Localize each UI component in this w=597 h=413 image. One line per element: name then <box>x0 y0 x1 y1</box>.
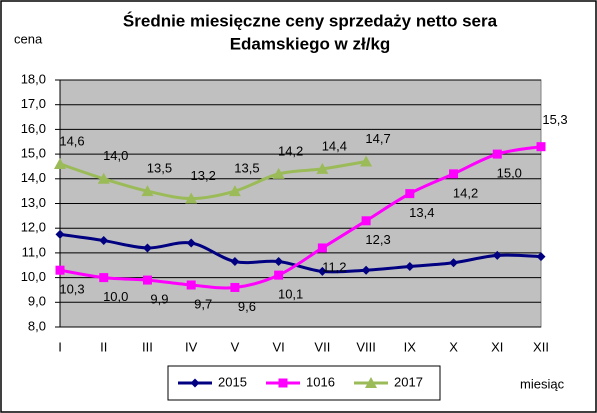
marker <box>405 189 415 199</box>
y-tick-label: 12,0 <box>21 220 46 235</box>
y-axis-label: cena <box>14 31 43 46</box>
marker <box>186 280 196 290</box>
x-tick-label: III <box>142 339 153 354</box>
y-tick-label: 11,0 <box>22 244 46 259</box>
y-tick-label: 17,0 <box>21 96 46 111</box>
marker <box>317 266 327 276</box>
legend-box <box>167 365 441 401</box>
chart-title: Edamskiego w zł/kg <box>230 34 391 53</box>
x-tick-label: XII <box>533 339 549 354</box>
marker <box>360 155 373 167</box>
data-label: 10,1 <box>278 287 303 302</box>
marker <box>405 261 415 271</box>
data-label: 15,0 <box>497 166 522 181</box>
marker <box>536 252 546 262</box>
legend-marker <box>278 378 288 388</box>
chart-title: Średnie miesięczne ceny sprzedaży netto … <box>123 11 498 30</box>
data-label: 14,7 <box>365 131 390 146</box>
x-tick-label: IV <box>185 339 198 354</box>
y-tick-label: 9,0 <box>28 294 46 309</box>
marker <box>316 162 329 174</box>
marker <box>317 243 327 253</box>
marker <box>449 258 459 268</box>
x-tick-label: I <box>58 339 62 354</box>
marker <box>97 172 110 184</box>
data-label: 14,2 <box>278 143 303 158</box>
marker <box>142 275 152 285</box>
data-label: 9,9 <box>150 292 168 307</box>
y-tick-label: 14,0 <box>21 170 46 185</box>
x-tick-label: VI <box>272 339 284 354</box>
marker <box>230 282 240 292</box>
x-tick-label: XI <box>491 339 503 354</box>
data-label: 9,6 <box>238 299 256 314</box>
data-label: 10,0 <box>103 289 128 304</box>
y-tick-label: 10,0 <box>21 269 46 284</box>
marker <box>54 157 66 169</box>
marker <box>228 185 241 197</box>
x-axis-label: miesiąc <box>520 376 565 391</box>
y-tick-label: 16,0 <box>21 121 46 136</box>
data-label: 13,5 <box>234 161 259 176</box>
x-tick-label: X <box>449 339 458 354</box>
data-label: 14,6 <box>59 133 84 148</box>
data-label: 13,2 <box>191 168 216 183</box>
data-label: 10,3 <box>59 282 84 297</box>
data-label: 14,4 <box>322 138 347 153</box>
y-tick-label: 8,0 <box>28 318 46 333</box>
marker <box>272 167 285 179</box>
data-label: 14,2 <box>453 185 478 200</box>
data-label: 12,3 <box>365 232 390 247</box>
data-label: 13,5 <box>147 161 172 176</box>
marker <box>449 169 459 179</box>
x-tick-label: IX <box>404 339 417 354</box>
marker <box>274 270 284 280</box>
legend-marker <box>190 378 200 388</box>
data-label: 14,0 <box>103 148 128 163</box>
marker <box>492 250 502 260</box>
marker <box>274 257 284 267</box>
y-tick-label: 18,0 <box>21 71 46 86</box>
marker <box>536 142 546 152</box>
marker <box>361 265 371 275</box>
legend-label: 2015 <box>218 374 247 389</box>
x-tick-label: V <box>231 339 240 354</box>
marker <box>230 257 240 267</box>
marker <box>141 185 154 197</box>
marker <box>99 236 109 246</box>
legend-label: 1016 <box>306 374 335 389</box>
data-label: 11,2 <box>322 259 346 274</box>
marker <box>186 238 196 248</box>
marker <box>492 149 502 159</box>
x-tick-label: VIII <box>356 339 376 354</box>
marker <box>55 229 65 239</box>
x-tick-label: VII <box>314 339 330 354</box>
data-label: 15,3 <box>542 112 567 127</box>
x-tick-label: II <box>100 339 107 354</box>
data-label: 13,4 <box>409 205 434 220</box>
marker <box>99 273 109 283</box>
marker <box>142 243 152 253</box>
y-tick-label: 13,0 <box>21 195 46 210</box>
marker <box>361 216 371 226</box>
legend-marker <box>365 377 377 388</box>
data-label: 9,7 <box>194 296 212 311</box>
legend-label: 2017 <box>394 374 423 389</box>
y-tick-label: 15,0 <box>21 146 46 161</box>
marker <box>185 192 198 204</box>
marker <box>55 265 65 275</box>
